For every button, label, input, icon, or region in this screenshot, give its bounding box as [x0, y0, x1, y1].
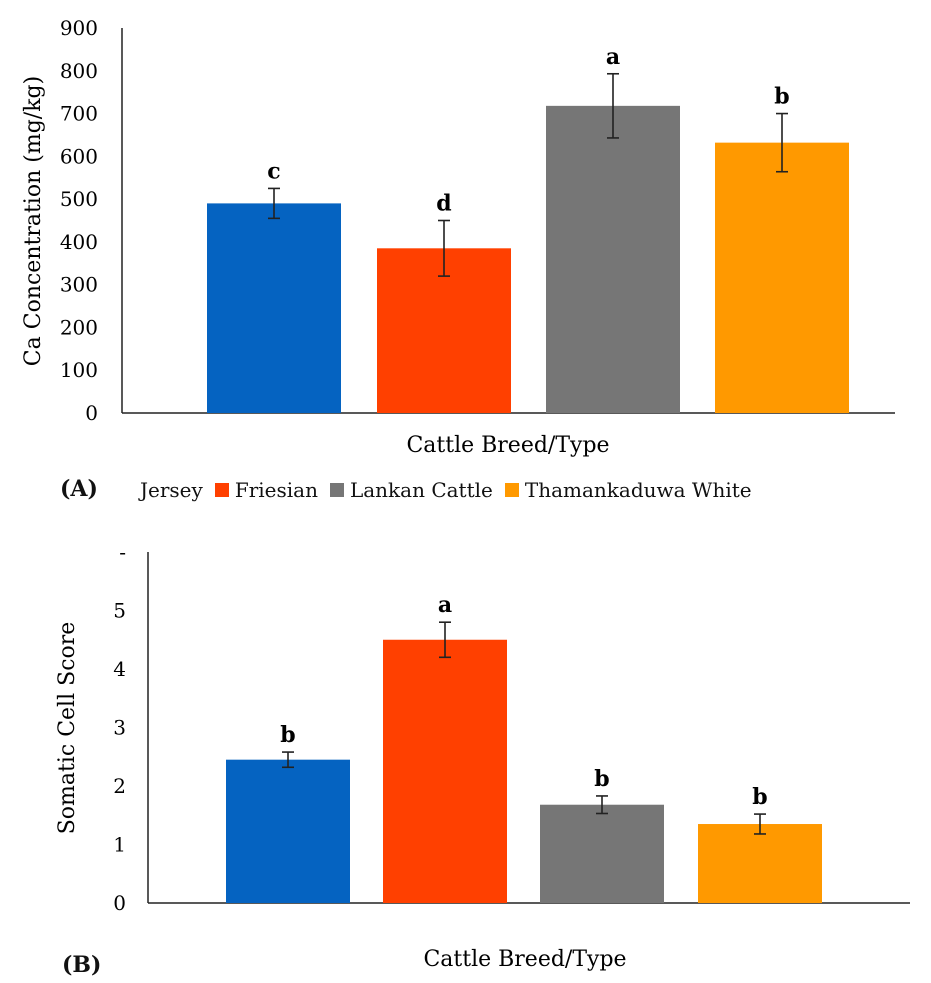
significance-letter: a: [606, 44, 620, 70]
error-bar: [268, 187, 280, 220]
y-tick-label: 700: [60, 102, 98, 126]
legend-swatch: [504, 483, 519, 497]
significance-letter: d: [436, 191, 451, 217]
significance-letter: b: [752, 784, 767, 810]
error-bar: [282, 751, 294, 769]
y-tick-labels-b: 0 1 2 3 4 5 -: [113, 540, 126, 915]
y-axis-label-b: Somatic Cell Score: [55, 622, 80, 835]
panel-label-a: (A): [60, 476, 98, 502]
x-axis-label-b: Cattle Breed/Type: [423, 947, 626, 972]
legend-entry-lankan-cattle: Lankan Cattle: [329, 478, 493, 502]
bar-lankan-cattle: [540, 804, 664, 903]
x-axis-label-a: Cattle Breed/Type: [406, 433, 609, 458]
y-tick-label: 0: [85, 401, 98, 425]
y-tick-label: 2: [113, 774, 126, 798]
bars-b: b a b b: [226, 592, 822, 903]
bars-a: c d a b: [207, 44, 849, 413]
y-tick-label: 4: [113, 657, 126, 681]
significance-letter: b: [774, 84, 789, 110]
y-tick-label: 800: [60, 59, 98, 83]
legend-entry-friesian: Friesian: [214, 478, 318, 502]
legend-label: Friesian: [234, 478, 318, 502]
error-bar: [776, 112, 788, 173]
significance-letter: b: [594, 766, 609, 792]
y-tick-labels-a: 0 100 200 300 400 500 600 700 800 900: [60, 16, 98, 425]
error-bar: [596, 795, 608, 815]
y-tick-label: 1: [113, 833, 126, 857]
y-tick-label: 200: [60, 315, 98, 339]
y-tick-label: -: [119, 540, 126, 564]
legend-entry-jersey: Jersey: [140, 478, 203, 502]
y-tick-label: 300: [60, 273, 98, 297]
y-tick-label: 0: [113, 891, 126, 915]
y-axis-label-a: Ca Concentration (mg/kg): [21, 76, 46, 366]
chart-a: 0 100 200 300 400 500 600 700 800 900 c d a b Cattle…: [21, 16, 895, 458]
error-bar: [438, 219, 450, 277]
bar-lankan-cattle: [546, 105, 680, 413]
chart-b: 0 1 2 3 4 5 - b a b b Cattle Breed/Type Somatic C…: [55, 540, 910, 972]
bar-friesian: [383, 639, 507, 903]
legend-entry-thamankaduwa-white: Thamankaduwa White: [504, 478, 752, 502]
significance-letter: a: [438, 592, 452, 618]
legend-label: Jersey: [140, 478, 203, 502]
significance-letter: b: [280, 722, 295, 748]
significance-letter: c: [267, 158, 280, 184]
bar-thamankaduwa-white: [698, 824, 822, 903]
y-tick-label: 500: [60, 187, 98, 211]
bar-jersey: [226, 759, 350, 903]
legend-label: Lankan Cattle: [349, 478, 493, 502]
legend-label: Thamankaduwa White: [524, 478, 752, 502]
panel-label-b: (B): [62, 952, 102, 978]
y-tick-label: 3: [113, 716, 126, 740]
bar-jersey: [207, 203, 341, 413]
y-tick-label: 900: [60, 16, 98, 40]
error-bar: [439, 621, 451, 659]
y-tick-label: 400: [60, 230, 98, 254]
legend-swatch: [329, 483, 344, 497]
bar-thamankaduwa-white: [715, 142, 849, 413]
error-bar: [754, 813, 766, 835]
y-tick-label: 5: [113, 599, 126, 623]
y-tick-label: 100: [60, 358, 98, 382]
y-tick-label: 600: [60, 144, 98, 168]
error-bar: [607, 72, 619, 139]
legend-swatch: [214, 483, 229, 497]
legend: Jersey Friesian Lankan Cattle Thamankadu…: [140, 478, 764, 502]
